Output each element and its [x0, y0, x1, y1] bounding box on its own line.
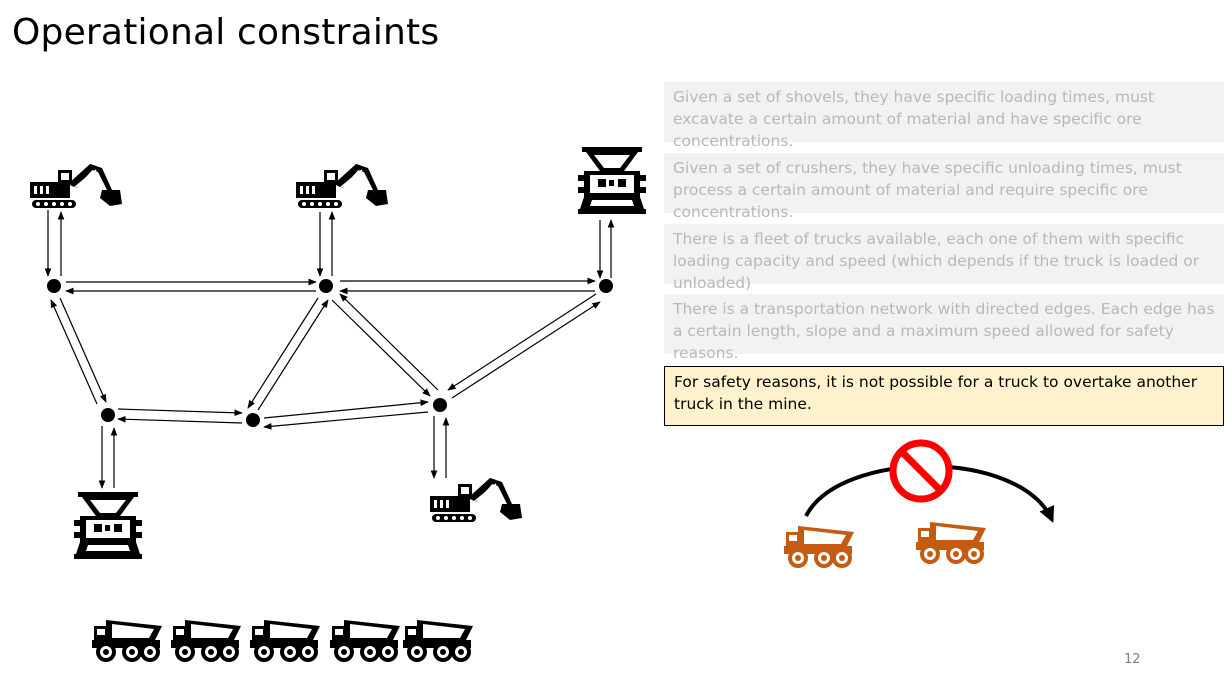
network-edges	[44, 210, 615, 489]
slide-title: Operational constraints	[12, 12, 440, 53]
dump-truck-icon	[171, 620, 241, 662]
no-overtaking-illustration	[784, 439, 1055, 568]
network-node	[246, 413, 260, 427]
network-node	[319, 279, 333, 293]
crusher-icon	[74, 492, 142, 559]
excavator-icon	[429, 477, 523, 523]
no-sign-icon	[889, 439, 953, 503]
network-node	[599, 279, 613, 293]
constraint-box-network: There is a transportation network with d…	[664, 294, 1224, 362]
dump-truck-icon	[92, 620, 162, 662]
crusher-icon	[578, 147, 646, 214]
dump-truck-icon	[403, 620, 473, 662]
dump-truck-icon	[330, 620, 400, 662]
dump-truck-icon	[916, 522, 986, 564]
network-node	[101, 408, 115, 422]
page-number: 12	[1124, 652, 1141, 667]
dump-truck-icon	[250, 620, 320, 662]
network-node	[47, 279, 61, 293]
network-node	[433, 398, 447, 412]
network-nodes	[47, 279, 613, 427]
truck-fleet	[92, 620, 473, 662]
constraint-box-crushers: Given a set of crushers, they have speci…	[664, 153, 1224, 221]
constraint-box-shovels: Given a set of shovels, they have specif…	[664, 82, 1224, 150]
excavator-icon	[29, 163, 123, 209]
excavator-icon	[295, 163, 389, 209]
constraint-box-overtaking: For safety reasons, it is not possible f…	[664, 366, 1224, 426]
constraint-box-trucks: There is a fleet of trucks available, ea…	[664, 224, 1224, 292]
dump-truck-icon	[784, 526, 854, 568]
